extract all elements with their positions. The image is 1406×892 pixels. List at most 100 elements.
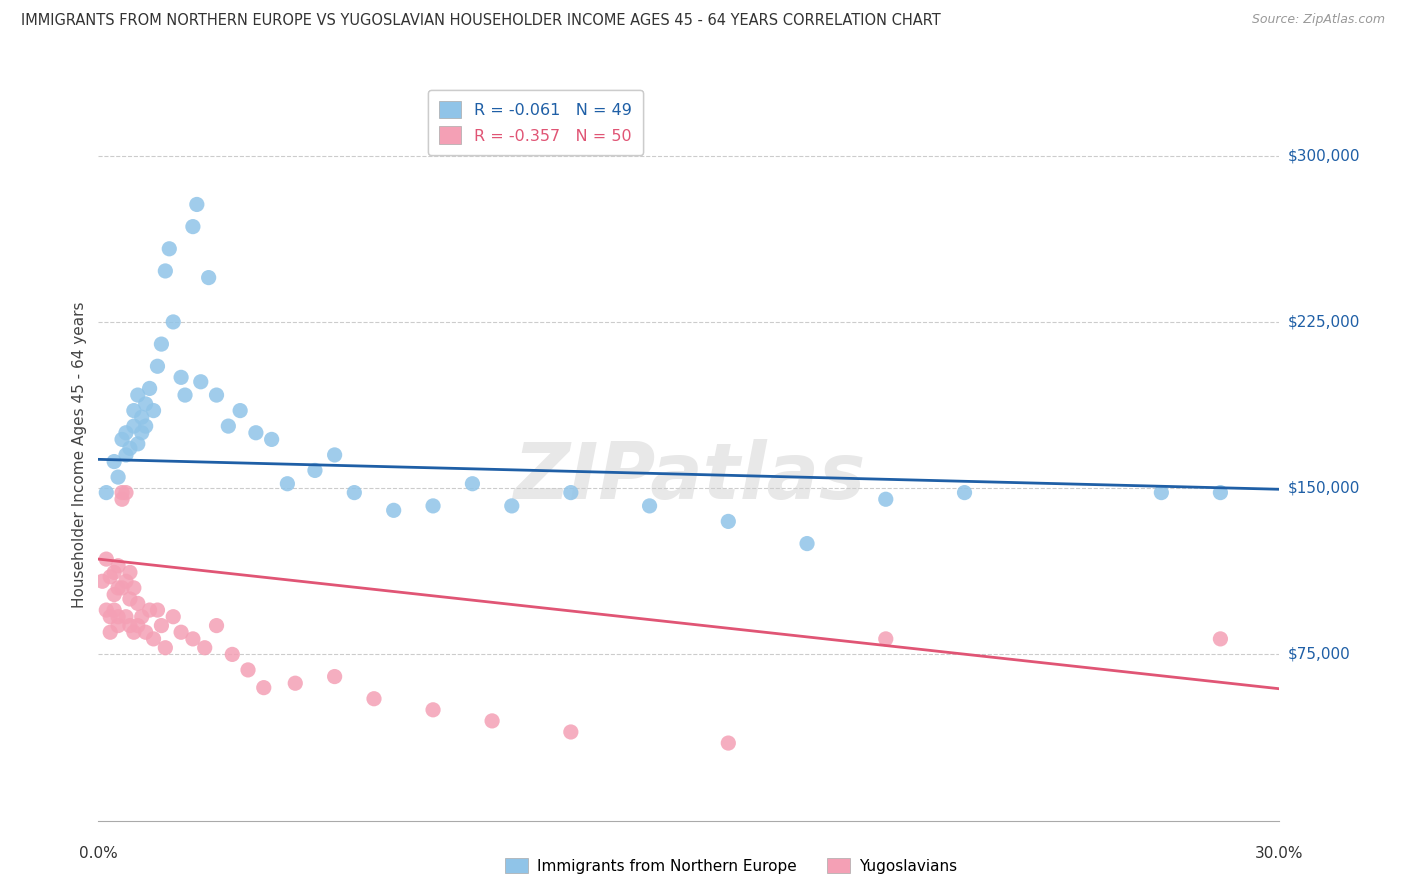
Point	[253, 681, 276, 695]
Text: ZIPatlas: ZIPatlas	[513, 439, 865, 515]
Text: $75,000: $75,000	[1288, 647, 1351, 662]
Point	[111, 433, 134, 447]
Point	[229, 403, 252, 417]
Point	[162, 609, 184, 624]
Point	[103, 588, 125, 602]
Point	[118, 566, 141, 580]
Point	[122, 419, 145, 434]
Point	[638, 499, 661, 513]
Point	[875, 632, 897, 646]
Point	[131, 425, 153, 440]
Point	[98, 609, 121, 624]
Point	[284, 676, 307, 690]
Text: 0.0%: 0.0%	[79, 846, 118, 861]
Point	[717, 515, 740, 529]
Point	[150, 337, 173, 351]
Point	[236, 663, 259, 677]
Point	[127, 596, 149, 610]
Point	[118, 618, 141, 632]
Point	[107, 609, 129, 624]
Point	[343, 485, 366, 500]
Point	[155, 640, 177, 655]
Point	[96, 603, 118, 617]
Point	[138, 381, 160, 395]
Point	[111, 492, 134, 507]
Text: 30.0%: 30.0%	[1256, 846, 1303, 861]
Point	[162, 315, 184, 329]
Point	[135, 397, 157, 411]
Point	[221, 648, 243, 662]
Point	[115, 425, 138, 440]
Point	[717, 736, 740, 750]
Point	[181, 219, 204, 234]
Point	[122, 625, 145, 640]
Point	[481, 714, 503, 728]
Point	[501, 499, 523, 513]
Point	[115, 485, 138, 500]
Point	[142, 403, 165, 417]
Point	[560, 725, 582, 739]
Point	[135, 419, 157, 434]
Point	[146, 359, 169, 374]
Point	[186, 197, 208, 211]
Point	[205, 388, 228, 402]
Point	[217, 419, 239, 434]
Point	[115, 609, 138, 624]
Point	[111, 485, 134, 500]
Legend: Immigrants from Northern Europe, Yugoslavians: Immigrants from Northern Europe, Yugosla…	[499, 852, 963, 880]
Point	[107, 558, 129, 573]
Y-axis label: Householder Income Ages 45 - 64 years: Householder Income Ages 45 - 64 years	[72, 301, 87, 608]
Point	[205, 618, 228, 632]
Point	[107, 618, 129, 632]
Point	[194, 640, 217, 655]
Point	[115, 448, 138, 462]
Point	[796, 536, 818, 550]
Legend: R = -0.061   N = 49, R = -0.357   N = 50: R = -0.061 N = 49, R = -0.357 N = 50	[427, 90, 643, 155]
Point	[260, 433, 283, 447]
Point	[127, 618, 149, 632]
Point	[422, 499, 444, 513]
Point	[138, 603, 160, 617]
Text: IMMIGRANTS FROM NORTHERN EUROPE VS YUGOSLAVIAN HOUSEHOLDER INCOME AGES 45 - 64 Y: IMMIGRANTS FROM NORTHERN EUROPE VS YUGOS…	[21, 13, 941, 29]
Point	[276, 476, 298, 491]
Point	[103, 603, 125, 617]
Point	[127, 437, 149, 451]
Point	[142, 632, 165, 646]
Point	[91, 574, 114, 589]
Point	[131, 609, 153, 624]
Point	[174, 388, 197, 402]
Point	[96, 552, 118, 566]
Point	[181, 632, 204, 646]
Point	[103, 566, 125, 580]
Point	[875, 492, 897, 507]
Point	[107, 581, 129, 595]
Text: $150,000: $150,000	[1288, 481, 1360, 496]
Point	[323, 448, 346, 462]
Point	[127, 388, 149, 402]
Point	[1209, 485, 1232, 500]
Point	[461, 476, 484, 491]
Point	[560, 485, 582, 500]
Point	[107, 470, 129, 484]
Point	[146, 603, 169, 617]
Point	[170, 625, 193, 640]
Point	[323, 669, 346, 683]
Point	[111, 581, 134, 595]
Point	[131, 410, 153, 425]
Point	[422, 703, 444, 717]
Point	[118, 592, 141, 607]
Point	[1209, 632, 1232, 646]
Text: Source: ZipAtlas.com: Source: ZipAtlas.com	[1251, 13, 1385, 27]
Point	[135, 625, 157, 640]
Text: $300,000: $300,000	[1288, 148, 1360, 163]
Point	[953, 485, 976, 500]
Point	[96, 485, 118, 500]
Point	[382, 503, 405, 517]
Point	[1150, 485, 1173, 500]
Point	[122, 403, 145, 417]
Point	[363, 691, 385, 706]
Point	[155, 264, 177, 278]
Point	[157, 242, 180, 256]
Point	[245, 425, 267, 440]
Text: $225,000: $225,000	[1288, 315, 1360, 329]
